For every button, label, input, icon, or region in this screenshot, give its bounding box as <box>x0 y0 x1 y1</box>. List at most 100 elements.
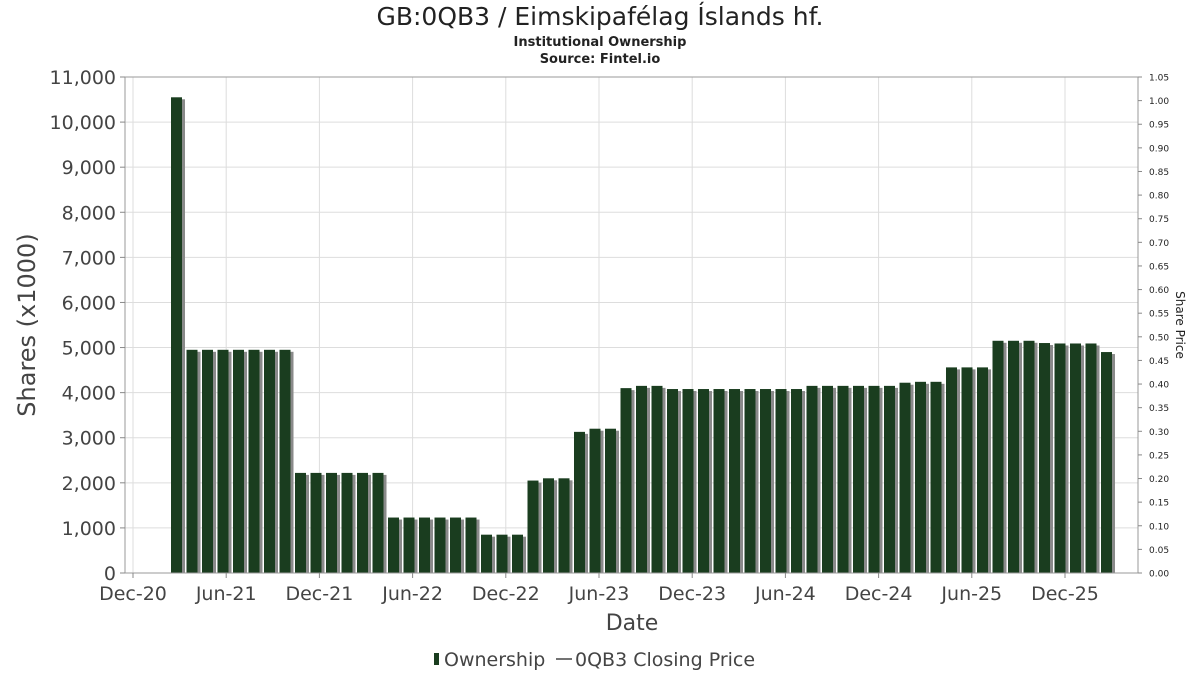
legend-price-label: 0QB3 Closing Price <box>575 649 755 671</box>
y-tick-label: 6,000 <box>62 292 116 314</box>
x-tick-label: Dec-22 <box>472 583 540 605</box>
bar <box>667 389 678 573</box>
y-tick-label: 11,000 <box>50 67 116 89</box>
y2-axis-label: Share Price <box>1173 291 1187 359</box>
bar <box>357 472 368 573</box>
bar <box>589 428 601 573</box>
y-tick-label: 2,000 <box>62 473 116 495</box>
chart-subtitle: Institutional Ownership <box>513 35 687 50</box>
bar <box>264 349 275 573</box>
y2-tick-label: 0.55 <box>1149 310 1169 320</box>
bar <box>543 478 554 573</box>
y2-tick-label: 0.25 <box>1149 451 1169 461</box>
bar <box>202 349 213 573</box>
bar <box>1008 340 1019 573</box>
bar <box>465 517 477 573</box>
x-tick-label: Dec-24 <box>845 583 913 605</box>
bar <box>775 389 787 573</box>
bar <box>434 517 446 573</box>
bar <box>310 472 322 573</box>
y-tick-label: 4,000 <box>62 383 116 405</box>
y2-tick-label: 0.35 <box>1149 404 1169 414</box>
bar <box>496 534 508 573</box>
bar <box>992 340 1004 573</box>
bar-layer <box>171 97 1115 574</box>
bar <box>419 517 430 573</box>
bar <box>636 385 647 573</box>
bar <box>1070 343 1081 573</box>
y2-tick-label: 0.50 <box>1149 333 1169 343</box>
bar <box>450 517 461 573</box>
bar <box>760 389 771 573</box>
bar <box>279 349 291 573</box>
bar <box>977 367 988 573</box>
y-tick-label: 8,000 <box>62 202 116 224</box>
bar <box>1039 343 1050 573</box>
bar <box>1101 352 1112 573</box>
bar <box>527 480 539 573</box>
x-tick-label: Jun-21 <box>195 583 257 605</box>
bar <box>791 389 802 573</box>
y2-tick-label: 1.05 <box>1149 74 1169 84</box>
y2-tick-label: 0.30 <box>1149 428 1169 438</box>
y2-tick-label: 0.95 <box>1149 121 1169 131</box>
y2-tick-label: 0.75 <box>1149 215 1169 225</box>
bar <box>481 534 492 573</box>
bar <box>698 389 709 573</box>
bar <box>930 381 942 573</box>
bar <box>1023 340 1035 573</box>
x-tick-label: Jun-23 <box>568 583 630 605</box>
y2-tick-label: 0.70 <box>1149 239 1169 249</box>
bar <box>186 349 198 573</box>
x-tick-label: Jun-25 <box>940 583 1002 605</box>
y2-tick-label: 0.05 <box>1149 546 1169 556</box>
bar <box>744 389 756 573</box>
bar <box>822 385 833 573</box>
y2-tick-label: 1.00 <box>1149 97 1169 107</box>
legend-ownership-label: Ownership <box>444 649 545 671</box>
bar <box>233 349 244 573</box>
y-tick-label: 0 <box>104 563 116 585</box>
bar <box>403 517 415 573</box>
axis-layer: 0 1,000 2,000 3,000 4,000 5,000 6,000 7,000 8,00… <box>50 67 1170 605</box>
x-axis-label: Date <box>606 611 659 636</box>
legend: Ownership 0QB3 Closing Price <box>434 649 755 671</box>
y-tick-label: 5,000 <box>62 338 116 360</box>
bar <box>853 385 864 573</box>
x-tick-label: Dec-21 <box>285 583 353 605</box>
bar <box>884 385 895 573</box>
bar <box>558 478 570 573</box>
bar <box>651 385 663 573</box>
y2-tick-label: 0.85 <box>1149 168 1169 178</box>
y2-tick-label: 0.20 <box>1149 475 1169 485</box>
plot-frame <box>124 76 1139 574</box>
y2-tick-label: 0.60 <box>1149 286 1169 296</box>
bar <box>1054 343 1066 573</box>
bar <box>806 385 818 573</box>
x-tick-label: Jun-24 <box>754 583 816 605</box>
bar <box>915 381 926 573</box>
y2-tick-label: 0.80 <box>1149 192 1169 202</box>
y-tick-label: 7,000 <box>62 247 116 269</box>
bar <box>868 385 880 573</box>
bar <box>388 517 399 573</box>
bar <box>837 385 849 573</box>
y-tick-label: 10,000 <box>50 112 116 134</box>
bar <box>605 428 616 573</box>
bar <box>961 367 973 573</box>
legend-ownership-swatch <box>434 653 439 665</box>
bar <box>1085 343 1097 573</box>
y-tick-label: 3,000 <box>62 428 116 450</box>
bar <box>682 389 694 573</box>
x-tick-label: Dec-20 <box>99 583 167 605</box>
y2-tick-label: 0.90 <box>1149 144 1169 154</box>
y-tick-label: 1,000 <box>62 518 116 540</box>
y2-tick-label: 0.45 <box>1149 357 1169 367</box>
chart-title: GB:0QB3 / Eimskipafélag Íslands hf. <box>376 2 824 31</box>
bar <box>899 382 911 573</box>
y-axis-label: Shares (x1000) <box>13 233 41 416</box>
chart-source: Source: Fintel.io <box>539 52 661 67</box>
bar <box>295 472 306 573</box>
